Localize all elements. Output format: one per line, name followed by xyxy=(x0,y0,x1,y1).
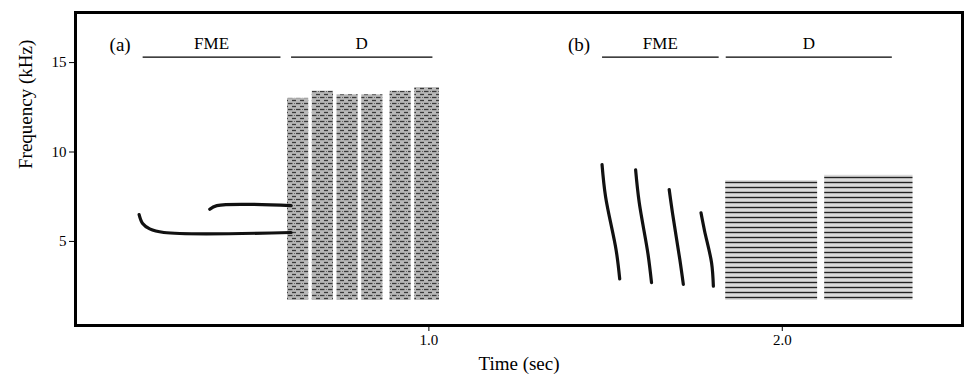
svg-text:(a): (a) xyxy=(110,34,131,56)
svg-text:Time (sec): Time (sec) xyxy=(478,353,559,375)
svg-text:FME: FME xyxy=(194,34,229,53)
svg-text:1.0: 1.0 xyxy=(420,332,439,348)
svg-text:D: D xyxy=(803,34,815,53)
svg-text:D: D xyxy=(356,34,368,53)
svg-text:10: 10 xyxy=(52,144,67,160)
svg-text:Frequency (kHz): Frequency (kHz) xyxy=(15,40,37,169)
svg-text:5: 5 xyxy=(59,233,67,249)
svg-text:15: 15 xyxy=(52,54,67,70)
svg-text:2.0: 2.0 xyxy=(773,332,792,348)
svg-text:(b): (b) xyxy=(568,34,590,56)
svg-text:FME: FME xyxy=(643,34,678,53)
